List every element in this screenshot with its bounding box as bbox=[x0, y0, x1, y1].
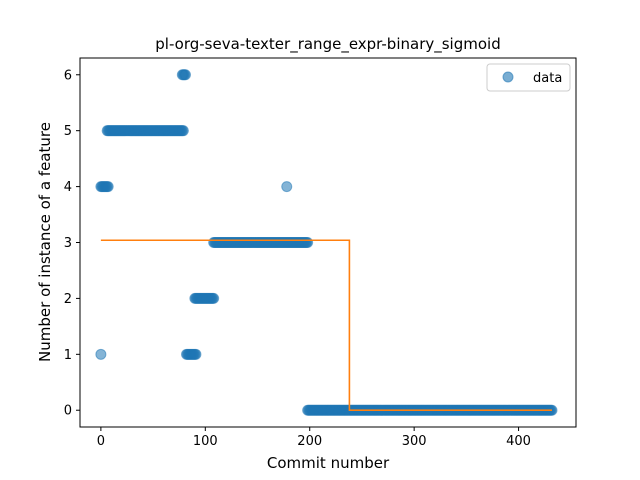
y-axis-ticks: 0 1 2 3 4 5 6 bbox=[64, 68, 80, 419]
x-tick-label: 200 bbox=[297, 434, 322, 449]
data-point bbox=[281, 181, 293, 193]
legend: data bbox=[486, 63, 571, 92]
fit-line bbox=[100, 239, 552, 412]
data-point bbox=[179, 69, 191, 81]
data-point bbox=[95, 348, 107, 360]
y-tick-label: 2 bbox=[64, 292, 72, 307]
legend-box bbox=[486, 63, 571, 92]
x-axis-label: Commit number bbox=[267, 454, 390, 472]
y-axis-label: Number of instance of a feature bbox=[36, 122, 54, 362]
data-point bbox=[177, 125, 189, 137]
x-axis-ticks: 0 100 200 300 400 bbox=[97, 427, 531, 449]
data-point bbox=[208, 292, 220, 304]
y-tick-label: 6 bbox=[64, 68, 72, 83]
x-tick-label: 0 bbox=[97, 434, 105, 449]
data-point bbox=[102, 181, 114, 193]
chart-title: pl-org-seva-texter_range_expr-binary_sig… bbox=[155, 35, 500, 54]
legend-marker-data bbox=[502, 71, 514, 83]
y-tick-label: 4 bbox=[64, 180, 72, 195]
y-tick-label: 3 bbox=[64, 236, 72, 251]
y-tick-label: 1 bbox=[64, 348, 72, 363]
x-tick-label: 400 bbox=[506, 434, 531, 449]
y-tick-label: 5 bbox=[64, 124, 72, 139]
fit-line-layer bbox=[100, 239, 552, 412]
data-point bbox=[190, 348, 202, 360]
x-tick-label: 300 bbox=[402, 434, 427, 449]
data-point bbox=[302, 237, 314, 248]
legend-label-data: data bbox=[533, 71, 562, 86]
scatter-points bbox=[95, 69, 558, 416]
y-tick-label: 0 bbox=[64, 404, 72, 419]
x-tick-label: 100 bbox=[193, 434, 218, 449]
